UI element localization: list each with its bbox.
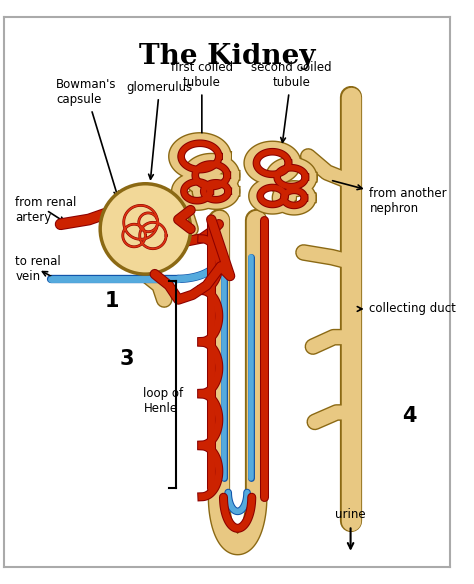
Text: to renal
vein: to renal vein — [16, 255, 61, 283]
Text: first coiled
tubule: first coiled tubule — [171, 61, 233, 140]
Text: 1: 1 — [105, 291, 119, 311]
Text: Bowman's
capsule: Bowman's capsule — [56, 78, 118, 196]
Text: loop of
Henle: loop of Henle — [144, 387, 183, 415]
Text: 2: 2 — [105, 227, 119, 247]
Text: 3: 3 — [119, 349, 134, 370]
Text: from renal
artery: from renal artery — [16, 196, 77, 224]
Text: urine: urine — [335, 507, 366, 521]
Circle shape — [100, 184, 191, 274]
Text: 4: 4 — [401, 406, 416, 426]
Text: from another
nephron: from another nephron — [333, 180, 447, 215]
Text: The Kidney: The Kidney — [139, 43, 316, 71]
Text: glomerulus: glomerulus — [127, 81, 192, 179]
Text: second coiled
tubule: second coiled tubule — [251, 61, 332, 142]
Text: collecting duct: collecting duct — [357, 303, 456, 315]
